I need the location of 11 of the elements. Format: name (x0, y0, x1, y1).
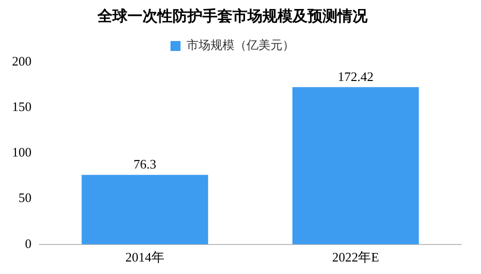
x-tick-label: 2022年E (332, 250, 380, 265)
x-tick-label: 2014年 (125, 250, 164, 265)
data-label: 172.42 (338, 69, 374, 84)
y-tick-label: 0 (25, 236, 32, 251)
y-tick-label: 150 (12, 99, 32, 114)
y-tick-label: 200 (12, 53, 32, 68)
y-tick-label: 100 (12, 144, 32, 160)
legend-label: 市场规模（亿美元） (186, 38, 294, 52)
data-label: 76.3 (134, 156, 156, 172)
chart-title: 全球一次性防护手套市场规模及预测情况 (96, 6, 368, 25)
y-tick-label: 50 (18, 190, 32, 206)
